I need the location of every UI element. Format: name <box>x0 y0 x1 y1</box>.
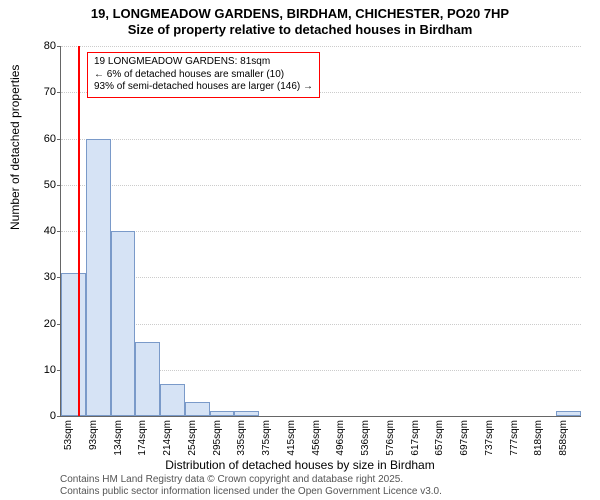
y-tick-label: 10 <box>31 364 56 376</box>
x-tick-label: 818sqm <box>533 420 539 456</box>
title-block: 19, LONGMEADOW GARDENS, BIRDHAM, CHICHES… <box>0 0 600 37</box>
gridline <box>61 324 581 325</box>
x-tick-label: 335sqm <box>236 420 242 456</box>
x-tick-label: 536sqm <box>360 420 366 456</box>
x-tick-label: 295sqm <box>212 420 218 456</box>
histogram-bar <box>185 402 210 416</box>
annotation-line1: 19 LONGMEADOW GARDENS: 81sqm <box>94 56 313 69</box>
x-tick-label: 858sqm <box>558 420 564 456</box>
gridline <box>61 46 581 47</box>
x-tick-label: 174sqm <box>137 420 143 456</box>
footer-line2: Contains public sector information licen… <box>60 486 442 498</box>
x-tick-label: 456sqm <box>311 420 317 456</box>
annotation-box: 19 LONGMEADOW GARDENS: 81sqm ← 6% of det… <box>87 52 320 98</box>
gridline <box>61 139 581 140</box>
y-tick-label: 70 <box>31 86 56 98</box>
y-tick-mark <box>57 416 61 417</box>
gridline <box>61 277 581 278</box>
x-tick-label: 254sqm <box>187 420 193 456</box>
y-tick-label: 60 <box>31 133 56 145</box>
x-tick-label: 777sqm <box>509 420 515 456</box>
footer: Contains HM Land Registry data © Crown c… <box>60 474 442 498</box>
chart-container: 19, LONGMEADOW GARDENS, BIRDHAM, CHICHES… <box>0 0 600 500</box>
x-tick-label: 697sqm <box>459 420 465 456</box>
annotation-line2: ← 6% of detached houses are smaller (10) <box>94 69 313 82</box>
y-tick-mark <box>57 231 61 232</box>
y-tick-mark <box>57 92 61 93</box>
y-tick-mark <box>57 185 61 186</box>
y-tick-label: 50 <box>31 179 56 191</box>
x-tick-label: 93sqm <box>88 420 94 450</box>
x-tick-label: 617sqm <box>410 420 416 456</box>
histogram-bar <box>210 411 235 416</box>
y-tick-label: 20 <box>31 318 56 330</box>
x-tick-label: 375sqm <box>261 420 267 456</box>
x-axis-label: Distribution of detached houses by size … <box>0 458 600 472</box>
footer-line1: Contains HM Land Registry data © Crown c… <box>60 474 442 486</box>
y-tick-label: 80 <box>31 40 56 52</box>
x-tick-label: 214sqm <box>162 420 168 456</box>
y-tick-label: 30 <box>31 271 56 283</box>
histogram-bar <box>111 231 136 416</box>
histogram-bar <box>160 384 185 416</box>
x-tick-label: 576sqm <box>385 420 391 456</box>
x-tick-label: 737sqm <box>484 420 490 456</box>
y-tick-label: 40 <box>31 225 56 237</box>
gridline <box>61 231 581 232</box>
x-tick-label: 134sqm <box>113 420 119 456</box>
histogram-bar <box>61 273 86 416</box>
gridline <box>61 185 581 186</box>
histogram-bar <box>556 411 581 416</box>
x-tick-label: 657sqm <box>434 420 440 456</box>
chart-title-sub: Size of property relative to detached ho… <box>0 22 600 38</box>
x-tick-label: 496sqm <box>335 420 341 456</box>
histogram-bar <box>86 139 111 417</box>
annotation-line3: 93% of semi-detached houses are larger (… <box>94 81 313 94</box>
x-tick-label: 415sqm <box>286 420 292 456</box>
y-tick-mark <box>57 46 61 47</box>
histogram-bar <box>234 411 259 416</box>
y-axis-label: Number of detached properties <box>8 65 22 230</box>
property-marker-line <box>78 46 80 416</box>
x-tick-label: 53sqm <box>63 420 69 450</box>
y-tick-mark <box>57 139 61 140</box>
chart-title-main: 19, LONGMEADOW GARDENS, BIRDHAM, CHICHES… <box>0 6 600 22</box>
plot-area: 0102030405060708053sqm93sqm134sqm174sqm2… <box>60 46 581 417</box>
histogram-bar <box>135 342 160 416</box>
y-tick-label: 0 <box>31 410 56 422</box>
